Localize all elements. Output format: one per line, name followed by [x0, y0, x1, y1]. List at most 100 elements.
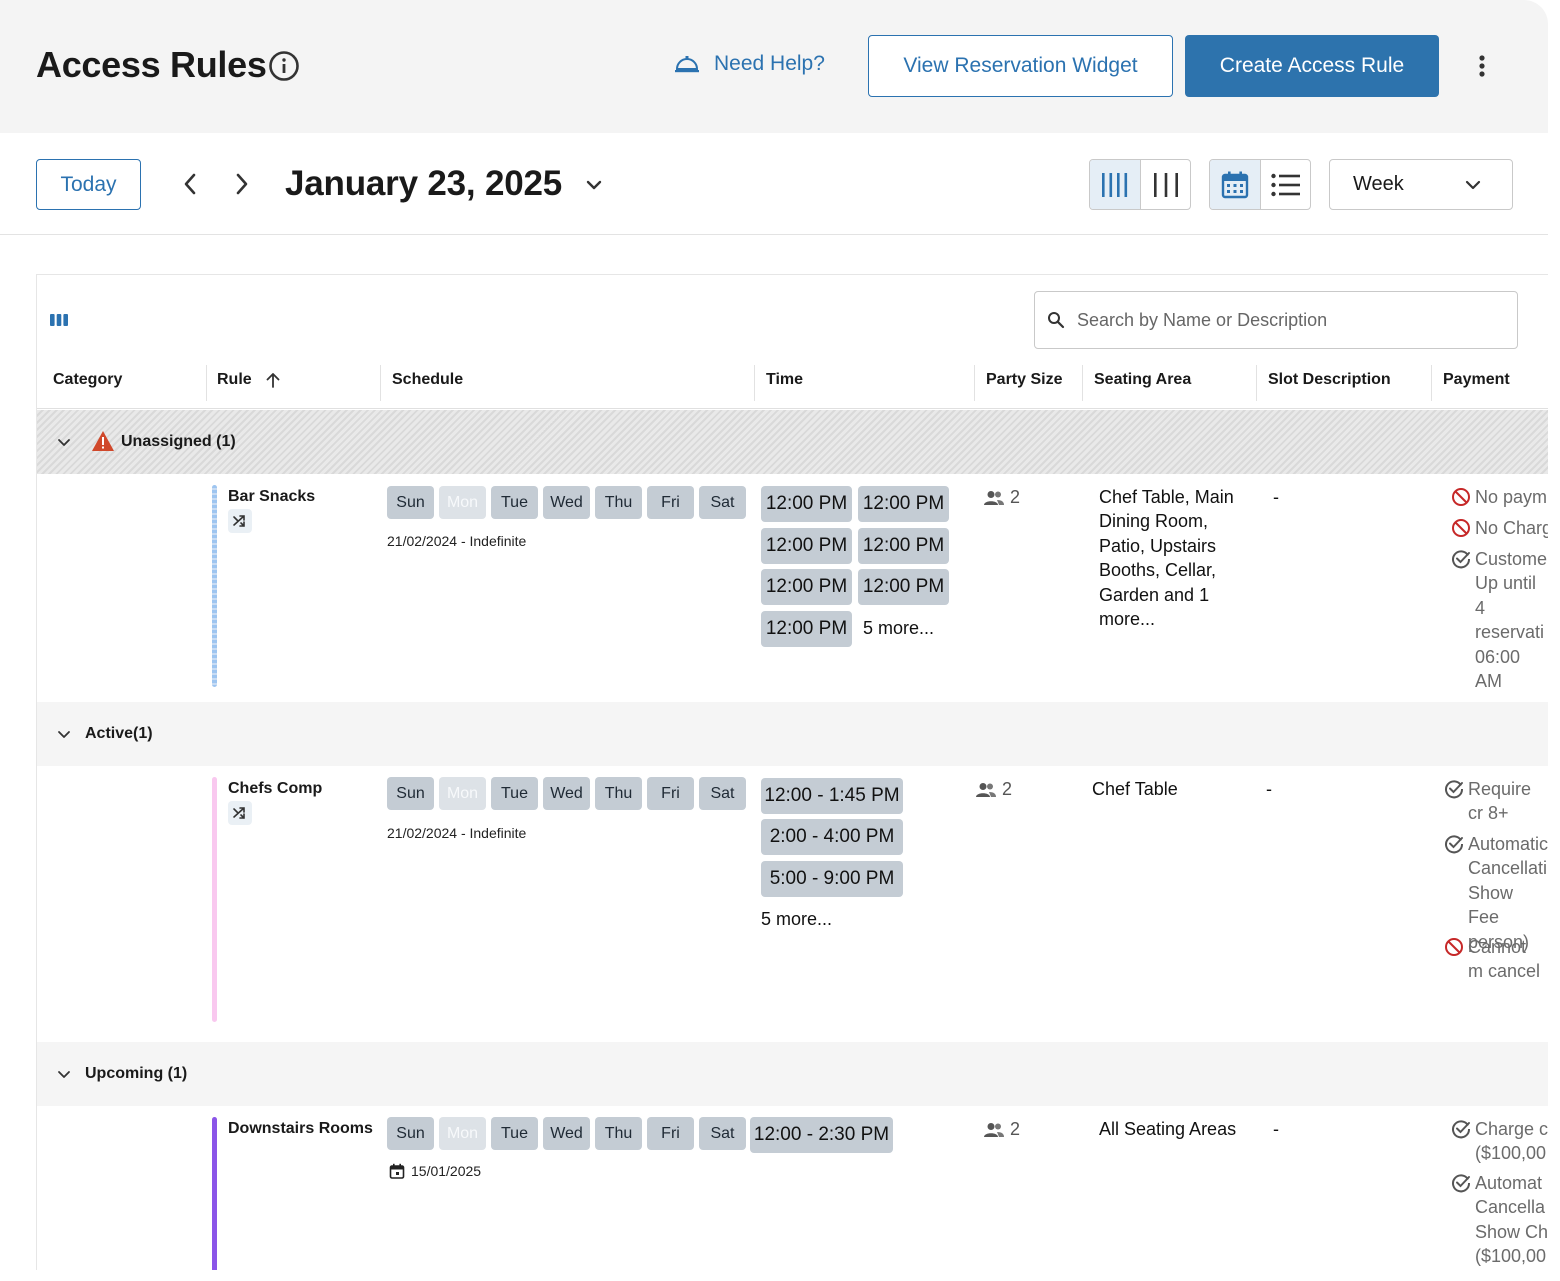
time-chip[interactable]: 12:00 PM: [761, 486, 852, 522]
blocked-icon: [1452, 519, 1470, 537]
column-rule[interactable]: Rule: [217, 371, 282, 389]
search-input[interactable]: Search by Name or Description: [1034, 291, 1518, 349]
calendar-view-button[interactable]: [1210, 160, 1260, 209]
more-options-icon[interactable]: [1468, 50, 1496, 82]
dense-columns-button[interactable]: [1090, 160, 1140, 209]
create-access-rule-button[interactable]: Create Access Rule: [1185, 35, 1439, 97]
column-divider: [754, 365, 755, 401]
time-chip[interactable]: 12:00 PM: [858, 528, 949, 564]
time-chip[interactable]: 12:00 - 2:30 PM: [750, 1117, 893, 1153]
payment-item: Automatic Cancellati Show Fee person): [1444, 832, 1548, 954]
people-icon: [984, 1122, 1004, 1137]
today-button[interactable]: Today: [36, 159, 141, 210]
group-label: Upcoming (1): [85, 1065, 188, 1082]
view-period-value: Week: [1353, 173, 1404, 195]
view-reservation-widget-button[interactable]: View Reservation Widget: [868, 35, 1173, 97]
seating-area: Chef Table, Main Dining Room, Patio, Ups…: [1099, 487, 1234, 630]
time-chip[interactable]: 12:00 PM: [858, 569, 949, 605]
day-chip: Mon: [439, 777, 486, 810]
check-circle-icon: [1445, 835, 1464, 854]
more-times-link[interactable]: 5 more...: [761, 909, 833, 929]
day-chip: Mon: [439, 486, 486, 519]
list-icon: [1270, 173, 1300, 196]
check-circle-icon: [1452, 1174, 1471, 1193]
payment-text: Charge c ($100,00: [1475, 1119, 1548, 1164]
day-chip: Sat: [699, 777, 746, 810]
slot-description: -: [1273, 1119, 1279, 1139]
payment-text: Require cr 8+: [1468, 779, 1532, 824]
rule-name[interactable]: Chefs Comp: [228, 780, 323, 797]
calendar-icon: [1221, 171, 1249, 198]
time-chip[interactable]: 12:00 PM: [761, 611, 852, 647]
group-header-upcoming[interactable]: Upcoming (1): [37, 1042, 1548, 1106]
need-help-link[interactable]: Need Help?: [674, 52, 825, 76]
column-rule-label: Rule: [217, 371, 252, 388]
column-category[interactable]: Category: [53, 371, 123, 388]
wide-columns-icon: [1153, 172, 1178, 197]
payment-text: Automat Cancella Show Ch ($100,00: [1475, 1173, 1548, 1267]
payment-text: Cannot m cancel: [1468, 937, 1541, 982]
seating-area: All Seating Areas: [1099, 1119, 1237, 1139]
day-chip: Sun: [387, 777, 434, 810]
view-period-select[interactable]: Week: [1329, 159, 1513, 210]
column-divider: [380, 365, 381, 401]
column-payment[interactable]: Payment: [1443, 371, 1510, 388]
column-seating-area[interactable]: Seating Area: [1094, 371, 1192, 388]
day-chip: Mon: [439, 1117, 486, 1150]
blocked-icon: [1452, 488, 1470, 506]
chevron-down-icon[interactable]: [582, 173, 606, 197]
day-chip: Thu: [595, 486, 642, 519]
payment-item: Automat Cancella Show Ch ($100,00: [1451, 1171, 1548, 1269]
column-divider: [974, 365, 975, 401]
table-header: Category Rule Schedule Time Party Size S…: [37, 355, 1548, 409]
party-size: 2: [983, 487, 1020, 508]
info-icon[interactable]: [268, 50, 300, 82]
more-times-link[interactable]: 5 more...: [863, 618, 935, 638]
payment-item: No Charg: [1451, 516, 1548, 540]
day-chip: Tue: [491, 1117, 538, 1150]
day-chip: Wed: [543, 777, 590, 810]
weekday-chips: Sun Mon Tue Wed Thu Fri Sat: [387, 777, 746, 810]
column-schedule[interactable]: Schedule: [392, 371, 464, 388]
time-chip[interactable]: 5:00 - 9:00 PM: [761, 861, 903, 897]
list-view-button[interactable]: [1260, 160, 1310, 209]
column-time[interactable]: Time: [766, 371, 804, 388]
chevron-down-icon[interactable]: [55, 1065, 73, 1083]
column-slot-description[interactable]: Slot Description: [1268, 371, 1391, 388]
slot-description: -: [1266, 779, 1272, 799]
chevron-down-icon[interactable]: [55, 433, 73, 451]
day-chip: Thu: [595, 777, 642, 810]
group-header-active[interactable]: Active(1): [37, 702, 1548, 766]
people-icon: [984, 490, 1004, 505]
check-circle-icon: [1452, 1120, 1471, 1139]
party-size-value: 2: [1002, 779, 1013, 799]
calendar-icon: [389, 1163, 405, 1179]
rule-name[interactable]: Bar Snacks: [228, 488, 316, 505]
time-chip[interactable]: 12:00 PM: [761, 528, 852, 564]
group-label: Unassigned (1): [121, 433, 236, 450]
column-party-size[interactable]: Party Size: [986, 371, 1063, 388]
chevron-left-icon[interactable]: [178, 171, 204, 197]
sort-ascending-icon[interactable]: [264, 371, 282, 389]
weekday-chips: Sun Mon Tue Wed Thu Fri Sat: [387, 486, 746, 519]
day-chip: Sun: [387, 486, 434, 519]
search-placeholder: Search by Name or Description: [1077, 309, 1328, 330]
column-divider: [1082, 365, 1083, 401]
rule-name[interactable]: Downstairs Rooms: [228, 1120, 373, 1137]
chevron-down-icon[interactable]: [55, 725, 73, 743]
time-chip[interactable]: 2:00 - 4:00 PM: [761, 819, 903, 855]
chevron-right-icon[interactable]: [228, 171, 254, 197]
payment-text: No paym: [1475, 487, 1548, 507]
weekday-chips: Sun Mon Tue Wed Thu Fri Sat: [387, 1117, 746, 1150]
time-chip[interactable]: 12:00 - 1:45 PM: [761, 778, 903, 814]
current-date[interactable]: January 23, 2025: [285, 164, 563, 203]
day-chip: Thu: [595, 1117, 642, 1150]
columns-icon[interactable]: [50, 313, 68, 327]
time-chip[interactable]: 12:00 PM: [761, 569, 852, 605]
wide-columns-button[interactable]: [1140, 160, 1190, 209]
group-header-unassigned[interactable]: Unassigned (1): [37, 410, 1548, 474]
slot-description: -: [1273, 487, 1279, 507]
day-chip: Sun: [387, 1117, 434, 1150]
time-chip[interactable]: 12:00 PM: [858, 486, 949, 522]
